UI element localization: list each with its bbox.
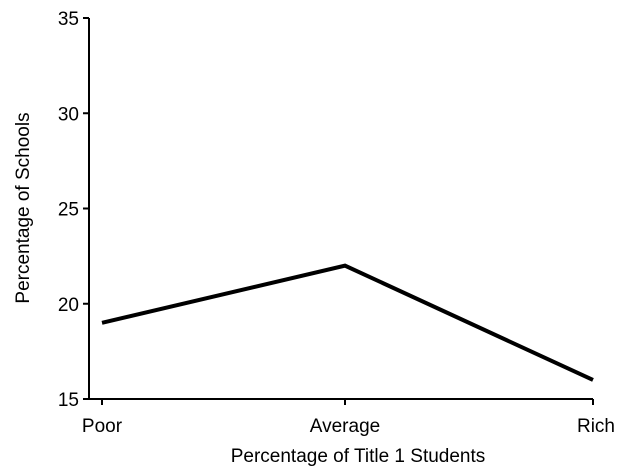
x-tick-label: Rich: [577, 416, 615, 437]
y-tick-label: 20: [58, 295, 79, 316]
y-axis-title: Percentage of Schools: [13, 112, 34, 303]
series-line: [101, 263, 594, 382]
y-axis-ticks: 15 20 25 30 35: [58, 9, 89, 411]
series-layer: [101, 263, 594, 382]
x-tick-label: Poor: [82, 416, 123, 437]
y-tick-label: 35: [58, 9, 79, 30]
x-axis-ticks: Poor Average Rich: [82, 399, 615, 437]
x-tick-label: Average: [310, 416, 380, 437]
x-axis-title: Percentage of Title 1 Students: [231, 446, 486, 467]
y-tick-label: 15: [58, 390, 79, 411]
y-tick-label: 30: [58, 104, 79, 125]
chart-axes: [88, 18, 593, 400]
y-tick-label: 25: [58, 200, 79, 221]
